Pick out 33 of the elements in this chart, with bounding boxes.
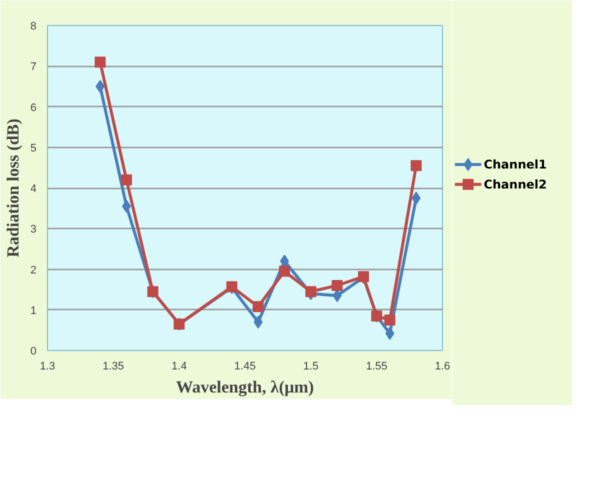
legend-label: Channel1 <box>484 158 547 172</box>
legend-label: Channel2 <box>484 177 547 192</box>
point <box>254 316 263 329</box>
y-tick-label: 3 <box>30 224 37 236</box>
x-tick-label: 1.45 <box>234 360 256 372</box>
y-tick-label: 4 <box>30 183 37 195</box>
y-tick-label: 8 <box>30 20 37 32</box>
point <box>305 286 316 298</box>
point <box>279 266 290 277</box>
point <box>410 160 422 172</box>
point <box>121 174 132 186</box>
x-tick-label: 1.5 <box>303 360 318 372</box>
y-tick-label: 6 <box>30 102 37 114</box>
x-tick-label: 1.4 <box>172 360 187 372</box>
y-tick-label: 2 <box>30 264 37 276</box>
y-tick-label: 0 <box>30 346 37 358</box>
point <box>96 80 105 93</box>
x-axis-title: Wavelength, λ(μm) <box>176 378 314 396</box>
x-tick-label: 1.3 <box>40 360 56 372</box>
y-tick-label: 7 <box>30 61 37 74</box>
point <box>412 192 421 205</box>
point <box>385 326 394 340</box>
y-tick-label: 5 <box>30 142 37 154</box>
x-tick-label: 1.55 <box>366 360 388 372</box>
x-tick-label: 1.6 <box>434 360 450 372</box>
point <box>332 280 343 291</box>
x-tick-label: 1.35 <box>102 360 124 372</box>
point <box>252 301 264 312</box>
point <box>332 289 342 302</box>
y-axis-title: Radiation loss (dB) <box>3 118 22 258</box>
y-tick-label: 1 <box>30 304 37 317</box>
point <box>384 314 396 326</box>
point <box>94 56 106 68</box>
